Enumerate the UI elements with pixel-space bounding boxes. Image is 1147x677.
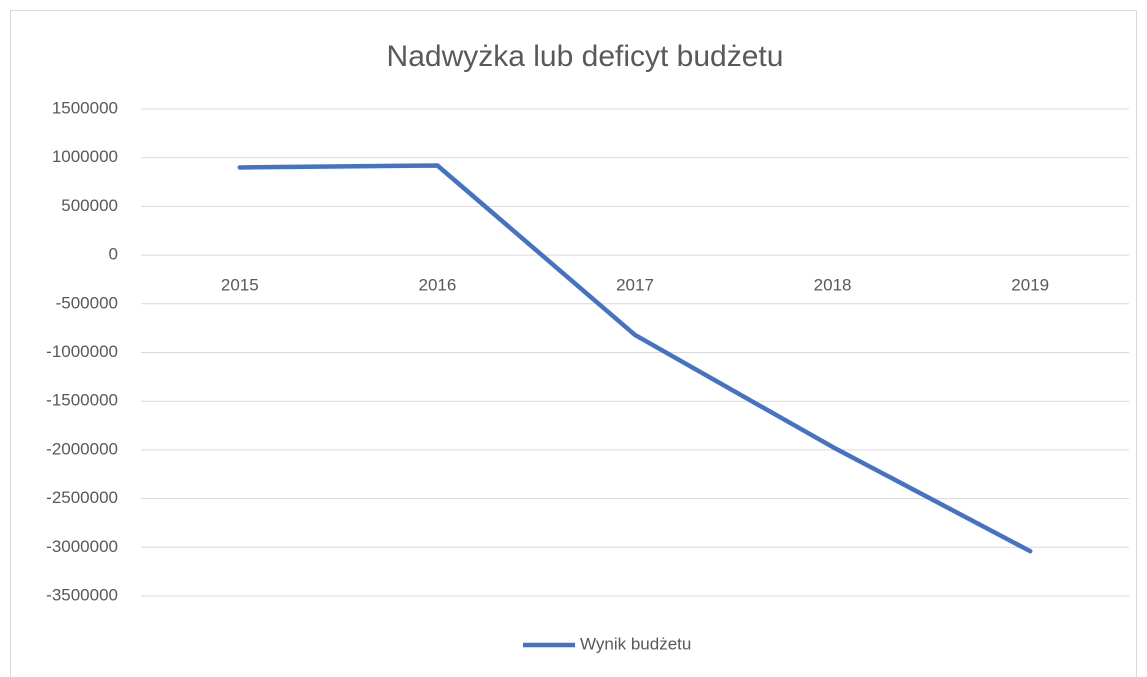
- y-tick-label: -3000000: [46, 537, 118, 556]
- y-tick-label: -500000: [56, 293, 118, 312]
- x-tick-label: 2017: [616, 276, 654, 295]
- y-tick-label: -2000000: [46, 439, 118, 458]
- y-tick-label: 1000000: [52, 147, 118, 166]
- x-tick-label: 2018: [814, 276, 852, 295]
- chart-title: Nadwyżka lub deficyt budżetu: [387, 40, 784, 73]
- x-tick-label: 2016: [418, 276, 456, 295]
- y-tick-label: 1500000: [52, 98, 118, 117]
- chart-frame: [10, 10, 1137, 677]
- y-tick-label: -3500000: [46, 585, 118, 604]
- x-tick-label: 2019: [1011, 276, 1049, 295]
- y-tick-label: 0: [109, 245, 118, 264]
- data-line: [237, 163, 1033, 554]
- legend-label: Wynik budżetu: [580, 634, 691, 653]
- y-tick-label: -1000000: [46, 342, 118, 361]
- y-tick-label: -1500000: [46, 391, 118, 410]
- y-tick-label: -2500000: [46, 488, 118, 507]
- y-tick-label: 500000: [61, 196, 118, 215]
- x-tick-label: 2015: [221, 276, 259, 295]
